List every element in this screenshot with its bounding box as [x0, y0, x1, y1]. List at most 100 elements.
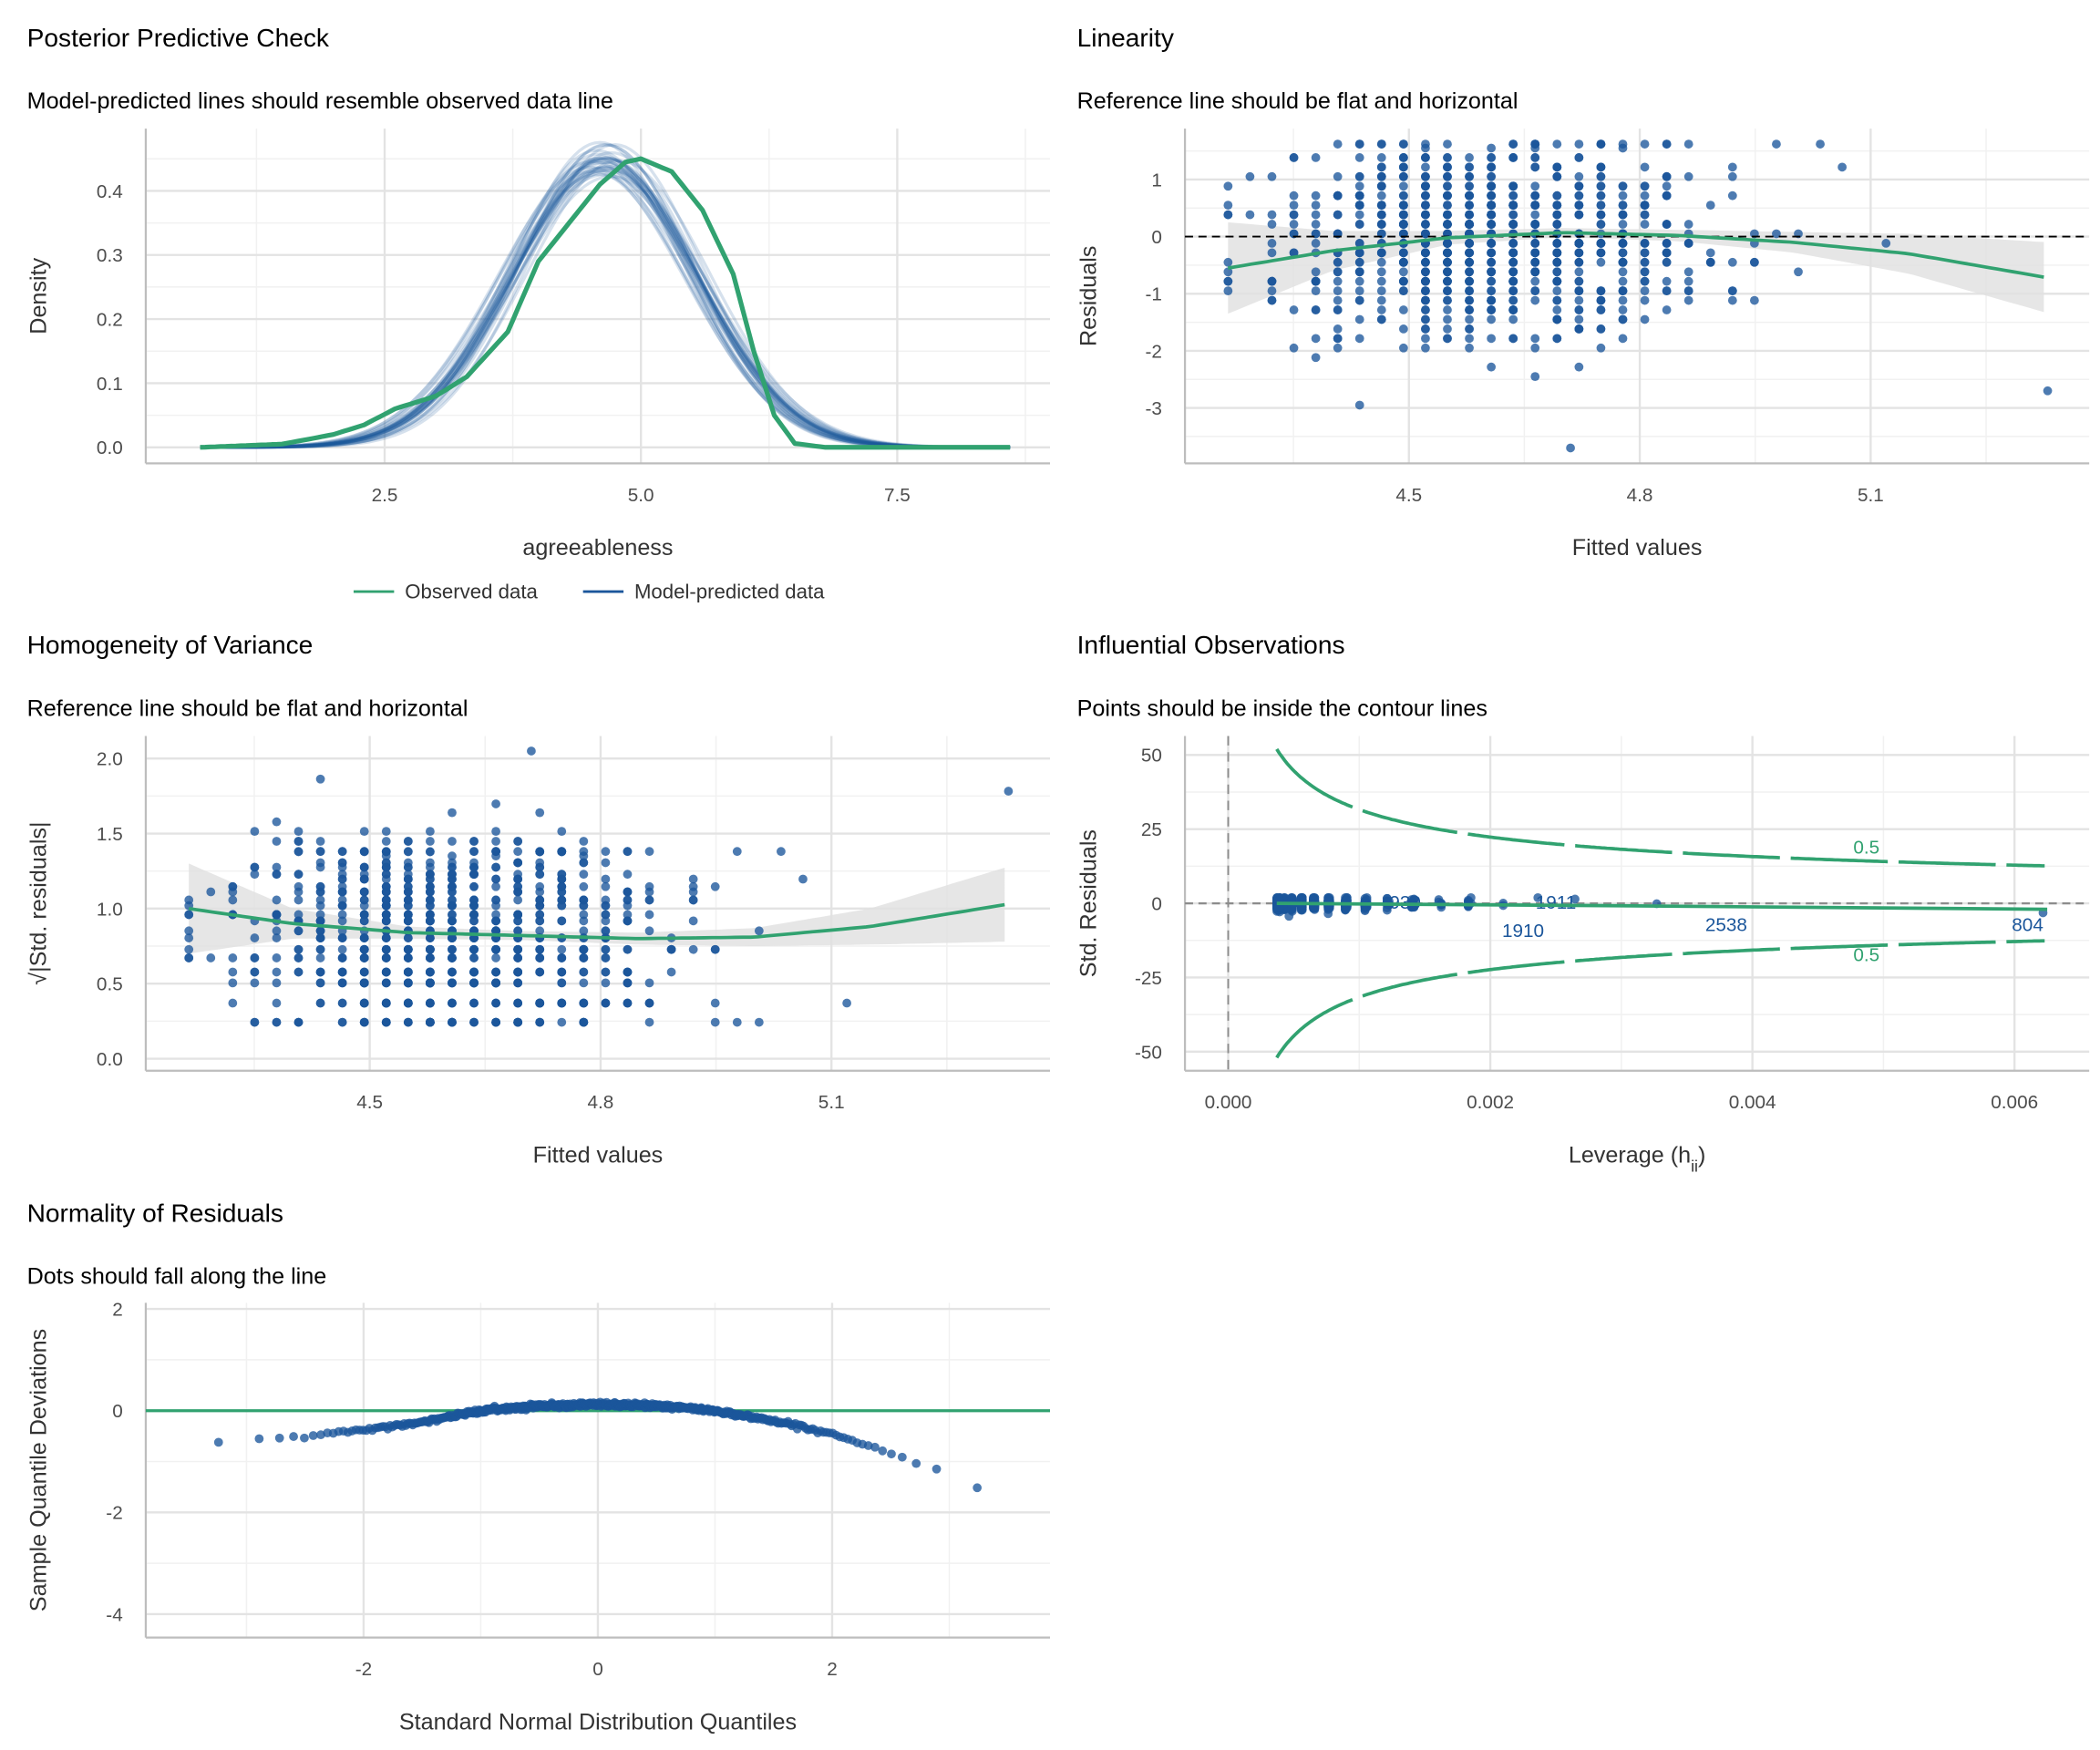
data-point	[1683, 220, 1693, 229]
data-point	[710, 1017, 720, 1027]
data-point	[1683, 267, 1693, 277]
data-point	[1552, 201, 1562, 211]
data-point	[315, 847, 325, 857]
data-point	[1618, 181, 1628, 191]
data-point	[1398, 171, 1408, 181]
y-tick-label: 1	[1151, 170, 1162, 190]
data-point	[1376, 220, 1386, 229]
data-point	[1683, 239, 1693, 248]
data-point	[491, 851, 500, 861]
data-point	[1881, 239, 1891, 248]
data-point	[1398, 139, 1408, 149]
data-point	[579, 998, 589, 1008]
data-point	[1443, 220, 1452, 229]
data-point	[1465, 267, 1474, 277]
data-point	[1596, 162, 1606, 172]
data-point	[710, 998, 720, 1008]
data-point	[1640, 276, 1650, 286]
data-point	[1267, 295, 1277, 305]
data-point	[272, 895, 282, 905]
data-point	[1398, 201, 1408, 211]
data-point	[491, 953, 500, 962]
data-point	[688, 874, 698, 884]
data-point	[308, 1431, 318, 1440]
data-point	[1596, 295, 1606, 305]
model-predicted-density-line	[200, 156, 1011, 449]
data-point	[623, 910, 633, 920]
data-point	[272, 870, 282, 880]
model-predicted-density-line	[200, 172, 1011, 449]
data-point	[491, 978, 500, 988]
data-point	[1640, 239, 1650, 248]
data-point	[1618, 257, 1628, 267]
data-point	[1398, 190, 1408, 201]
data-point	[1223, 181, 1233, 191]
data-point	[491, 916, 500, 926]
x-tick-label: 4.5	[1395, 485, 1422, 506]
data-point	[623, 978, 633, 988]
x-tick-label: 5.1	[1858, 485, 1884, 506]
data-point	[1333, 190, 1343, 201]
data-point	[1267, 239, 1277, 248]
data-point	[315, 774, 325, 784]
data-point	[1354, 295, 1364, 305]
data-point	[359, 862, 369, 872]
data-point	[623, 870, 633, 880]
data-point	[491, 944, 500, 954]
data-point	[1508, 314, 1518, 324]
data-point	[1421, 220, 1430, 229]
data-point	[535, 1017, 545, 1027]
data-point	[403, 978, 413, 988]
data-point	[1552, 305, 1562, 314]
data-point	[1465, 171, 1474, 181]
data-point	[1421, 181, 1430, 191]
data-point	[1508, 267, 1518, 277]
data-point	[272, 926, 282, 936]
data-point	[1530, 286, 1540, 296]
data-point	[644, 998, 654, 1008]
y-tick-label: 0.0	[97, 438, 123, 458]
data-point	[911, 1458, 921, 1468]
data-point	[1640, 220, 1650, 229]
data-point	[293, 870, 304, 880]
data-point	[426, 944, 435, 954]
data-point	[1508, 276, 1518, 286]
data-point	[601, 944, 611, 954]
data-point	[878, 1446, 888, 1456]
data-point	[359, 887, 369, 897]
data-point	[1465, 201, 1474, 211]
data-point	[1376, 139, 1386, 149]
data-point	[1618, 314, 1628, 324]
data-point	[228, 967, 238, 977]
chart-subtitle: Reference line should be flat and horizo…	[1077, 88, 1518, 114]
data-point	[1618, 248, 1628, 258]
chart-title: Posterior Predictive Check	[27, 24, 330, 52]
data-point	[1596, 181, 1606, 191]
data-point	[1354, 314, 1364, 324]
data-point	[1487, 171, 1496, 181]
data-point	[381, 910, 391, 920]
data-point	[1004, 787, 1014, 796]
data-point	[535, 926, 545, 936]
data-point	[1421, 153, 1430, 162]
chart-subtitle: Model-predicted lines should resemble ob…	[27, 88, 613, 114]
data-point	[1223, 257, 1233, 267]
data-point	[1376, 314, 1386, 324]
data-point	[579, 967, 589, 977]
data-point	[337, 978, 347, 988]
data-point	[359, 901, 369, 911]
x-tick-label: 0.004	[1729, 1092, 1776, 1113]
data-point	[601, 926, 611, 936]
data-point	[1662, 220, 1672, 229]
data-point	[1640, 201, 1650, 211]
data-point	[1640, 190, 1650, 201]
data-point	[623, 967, 633, 977]
data-point	[469, 967, 479, 977]
data-point	[1333, 324, 1343, 334]
data-point	[601, 858, 611, 868]
data-point	[557, 916, 567, 926]
data-point	[1596, 171, 1606, 181]
data-point	[1662, 190, 1672, 201]
model-predicted-density-line	[200, 168, 1011, 449]
data-point	[1574, 286, 1584, 296]
